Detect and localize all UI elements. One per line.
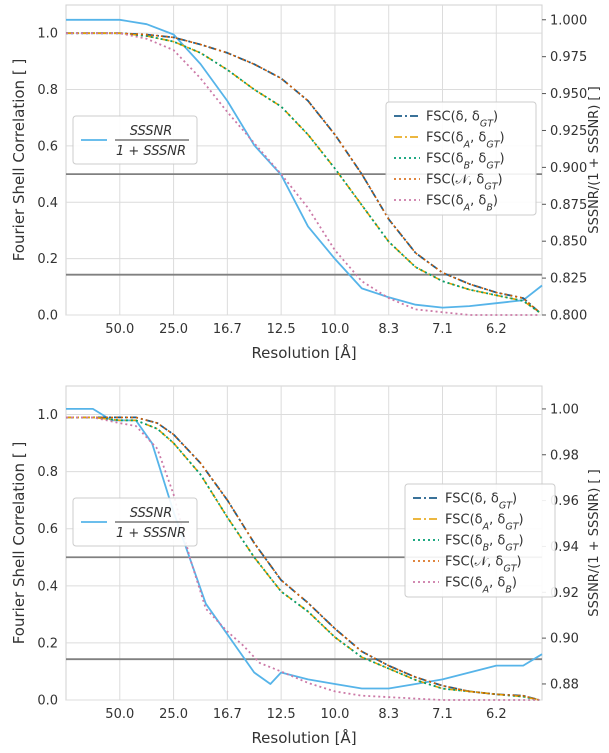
legend-fraction-denominator: 1 + SSSNR	[116, 144, 186, 159]
x-tick-label: 50.0	[105, 322, 134, 337]
series-line	[66, 416, 540, 701]
y2-tick-label: 0.88	[550, 677, 579, 692]
y-tick-label: 1.0	[37, 408, 58, 423]
y2-tick-label: 0.96	[550, 494, 579, 509]
y2-tick-label: 0.925	[550, 124, 587, 139]
y-tick-label: 0.8	[37, 465, 58, 480]
y-tick-label: 0.4	[37, 579, 58, 594]
y2-tick-label: 0.92	[550, 586, 579, 601]
top-series	[66, 18, 543, 316]
y-tick-label: 0.2	[37, 636, 58, 651]
series-line	[66, 32, 540, 313]
legend-label: FSC(δB, δGT)	[426, 152, 505, 172]
y2-tick-label: 0.98	[550, 448, 579, 463]
x-tick-label: 12.5	[267, 707, 296, 722]
legend-label: FSC(δA, δGT)	[445, 513, 524, 533]
legend-fraction-denominator: 1 + SSSNR	[116, 526, 186, 541]
y2-tick-label: 0.800	[550, 309, 587, 324]
bottom-y-axis-label: Fourier Shell Correlation [ ]	[10, 442, 28, 645]
legend-label: FSC(δA, δGT)	[426, 131, 505, 151]
top-legend-series: FSC(δ, δGT)FSC(δA, δGT)FSC(δB, δGT)FSC(𝒩…	[385, 101, 537, 216]
x-tick-label: 16.7	[213, 707, 242, 722]
x-tick-label: 7.1	[432, 322, 453, 337]
y-tick-label: 0.2	[37, 252, 58, 267]
y2-tick-label: 0.90	[550, 632, 579, 647]
top-y-ticks: 0.0 0.2 0.4 0.6 0.8 1.0	[37, 27, 58, 324]
legend-label: FSC(𝒩, δGT)	[426, 173, 503, 193]
top-y-axis-label: Fourier Shell Correlation [ ]	[10, 59, 28, 262]
x-tick-label: 6.2	[486, 322, 507, 337]
top-legend-sssnr: SSSNR 1 + SSSNR	[72, 115, 198, 165]
x-tick-label: 25.0	[159, 322, 188, 337]
bottom-legend-series: FSC(δ, δGT)FSC(δA, δGT)FSC(δB, δGT)FSC(𝒩…	[404, 483, 556, 598]
x-tick-label: 8.3	[378, 707, 399, 722]
legend-label: FSC(δA, δB)	[426, 194, 498, 214]
legend-label: FSC(δ, δGT)	[445, 492, 517, 512]
x-tick-label: 25.0	[159, 707, 188, 722]
bottom-series	[66, 407, 543, 701]
y2-tick-label: 0.975	[550, 50, 587, 65]
top-y2-ticks: 0.800 0.825 0.850 0.875 0.900 0.925 0.950 0.975…	[542, 13, 587, 324]
top-grid	[66, 5, 542, 316]
y2-tick-label: 0.900	[550, 161, 587, 176]
top-chart: 50.0 25.0 16.7 12.5 10.0 8.3 7.1 6.2 0.00.20.40…	[10, 4, 602, 362]
x-tick-label: 8.3	[378, 322, 399, 337]
x-tick-label: 12.5	[267, 322, 296, 337]
x-tick-label: 6.2	[486, 707, 507, 722]
x-tick-label: 10.0	[320, 322, 349, 337]
bottom-y-ticks: 0.0 0.2 0.4 0.6 0.8 1.0	[37, 408, 58, 708]
legend-label: FSC(𝒩, δGT)	[445, 555, 522, 575]
legend-label: FSC(δB, δGT)	[445, 534, 524, 554]
y-tick-label: 0.6	[37, 139, 58, 154]
legend-label: FSC(δ, δGT)	[426, 110, 498, 130]
y-tick-label: 1.0	[37, 27, 58, 42]
x-tick-label: 50.0	[105, 707, 134, 722]
x-tick-label: 16.7	[213, 322, 242, 337]
y2-tick-label: 0.825	[550, 272, 587, 287]
bottom-x-ticks: 50.0 25.0 16.7 12.5 10.0 8.3 7.1 6.2	[105, 707, 506, 722]
y-tick-label: 0.4	[37, 196, 58, 211]
top-x-ticks: 50.0 25.0 16.7 12.5 10.0 8.3 7.1 6.2	[105, 322, 506, 337]
bottom-chart: 50.0 25.0 16.7 12.5 10.0 8.3 7.1 6.2 0.00.20.40…	[10, 385, 602, 747]
y-tick-label: 0.0	[37, 309, 58, 324]
y-tick-label: 0.6	[37, 522, 58, 537]
bottom-y2-axis-label: SSSNR/(1 + SSSNR) [ ]	[587, 469, 602, 616]
y2-tick-label: 0.850	[550, 235, 587, 250]
x-tick-label: 10.0	[320, 707, 349, 722]
y-tick-label: 0.8	[37, 83, 58, 98]
series-line	[66, 416, 540, 701]
legend-box	[385, 101, 537, 216]
bottom-y2-ticks: 0.88 0.90 0.92 0.94 0.96 0.98 1.00	[542, 402, 579, 692]
y2-tick-label: 1.000	[550, 13, 587, 28]
y2-tick-label: 1.00	[550, 402, 579, 417]
top-x-axis-label: Resolution [Å]	[251, 343, 356, 362]
x-tick-label: 7.1	[432, 707, 453, 722]
bottom-x-axis-label: Resolution [Å]	[251, 728, 356, 747]
top-y2-axis-label: SSSNR/(1 + SSSNR) [ ]	[587, 86, 602, 233]
series-line	[66, 416, 540, 701]
legend-box	[404, 483, 556, 598]
y2-tick-label: 0.94	[550, 540, 579, 555]
legend-fraction-numerator: SSSNR	[130, 124, 173, 139]
bottom-legend-sssnr: SSSNR 1 + SSSNR	[72, 497, 198, 547]
series-line	[66, 32, 540, 313]
y-tick-label: 0.0	[37, 694, 58, 709]
legend-label: FSC(δA, δB)	[445, 576, 517, 596]
y2-tick-label: 0.950	[550, 87, 587, 102]
y2-tick-label: 0.875	[550, 198, 587, 213]
series-line	[66, 18, 543, 309]
legend-fraction-numerator: SSSNR	[130, 506, 173, 521]
series-line	[66, 32, 540, 316]
